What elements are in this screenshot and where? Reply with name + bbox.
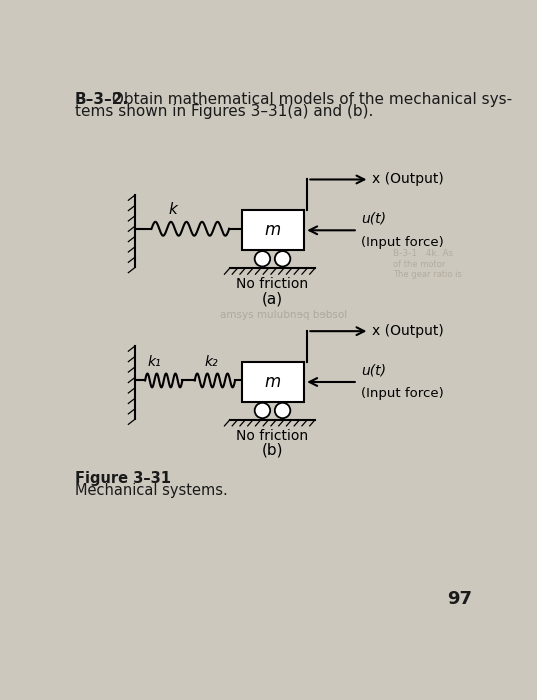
Text: x (Output): x (Output)	[372, 324, 444, 338]
Text: m: m	[264, 221, 281, 239]
Text: (Input force): (Input force)	[361, 236, 444, 248]
Text: No friction: No friction	[236, 429, 309, 443]
Text: B-3-1   4k. As: B-3-1 4k. As	[393, 249, 453, 258]
Text: B–3–2.: B–3–2.	[75, 92, 129, 106]
Circle shape	[255, 402, 270, 418]
Text: (Input force): (Input force)	[361, 387, 444, 400]
Text: k₂: k₂	[204, 355, 218, 369]
Text: k: k	[169, 202, 178, 217]
Circle shape	[275, 402, 291, 418]
Bar	[242, 210, 303, 251]
Text: k₁: k₁	[148, 355, 161, 369]
Text: tems shown in Figures 3–31(a) and (b).: tems shown in Figures 3–31(a) and (b).	[75, 104, 373, 119]
Text: The gear ratio is: The gear ratio is	[393, 270, 461, 279]
Text: Figure 3–31: Figure 3–31	[75, 470, 171, 486]
Circle shape	[275, 251, 291, 267]
Circle shape	[255, 251, 270, 267]
Text: x (Output): x (Output)	[372, 172, 444, 186]
Text: m: m	[264, 373, 281, 391]
Text: Mechanical systems.: Mechanical systems.	[75, 483, 228, 498]
Text: of the motor: of the motor	[393, 260, 445, 270]
Bar	[242, 362, 303, 402]
Text: u(t): u(t)	[361, 211, 386, 225]
Text: 97: 97	[447, 589, 471, 608]
Text: (b): (b)	[262, 443, 283, 458]
Text: amsys mulubnɘq bɘbsol: amsys mulubnɘq bɘbsol	[221, 310, 348, 320]
Text: Obtain mathematical models of the mechanical sys-: Obtain mathematical models of the mechan…	[107, 92, 512, 106]
Text: u(t): u(t)	[361, 363, 386, 377]
Text: No friction: No friction	[236, 277, 309, 291]
Text: (a): (a)	[262, 291, 283, 306]
